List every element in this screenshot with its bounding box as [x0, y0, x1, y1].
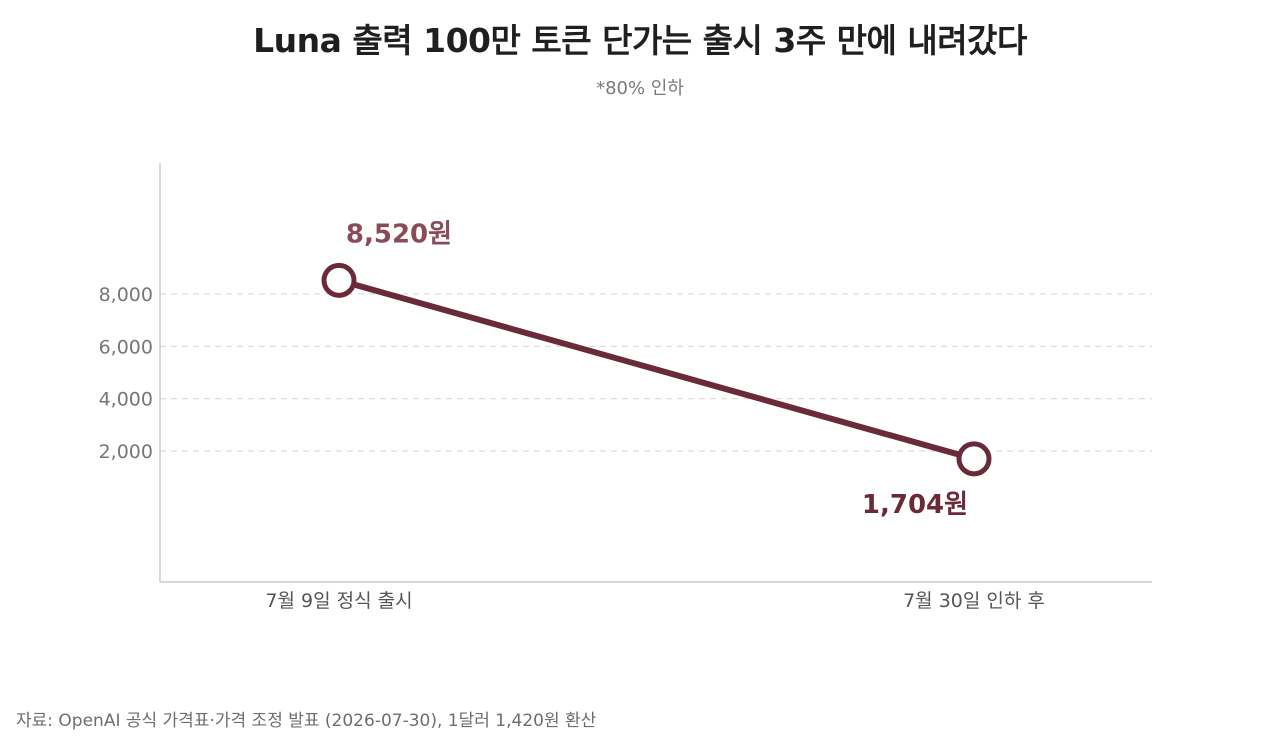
data-point	[956, 441, 992, 477]
series-line	[336, 277, 977, 462]
data-point	[321, 262, 357, 298]
y-tick-label: 4,000	[99, 389, 153, 411]
y-tick-label: 6,000	[99, 336, 153, 358]
chart-title: Luna 출력 100만 토큰 단가는 출시 3주 만에 내려갔다	[253, 21, 1027, 60]
data-label: 8,520원	[346, 219, 452, 249]
source-note: 자료: OpenAI 공식 가격표·가격 조정 발표 (2026-07-30),…	[16, 711, 597, 731]
data-label: 1,704원	[862, 490, 968, 520]
chart-subtitle: *80% 인하	[596, 78, 684, 99]
x-tick-label: 7월 30일 인하 후	[903, 590, 1045, 612]
y-tick-label: 2,000	[99, 441, 153, 463]
y-tick-label: 8,000	[99, 284, 153, 306]
x-tick-label: 7월 9일 정식 출시	[265, 590, 412, 612]
